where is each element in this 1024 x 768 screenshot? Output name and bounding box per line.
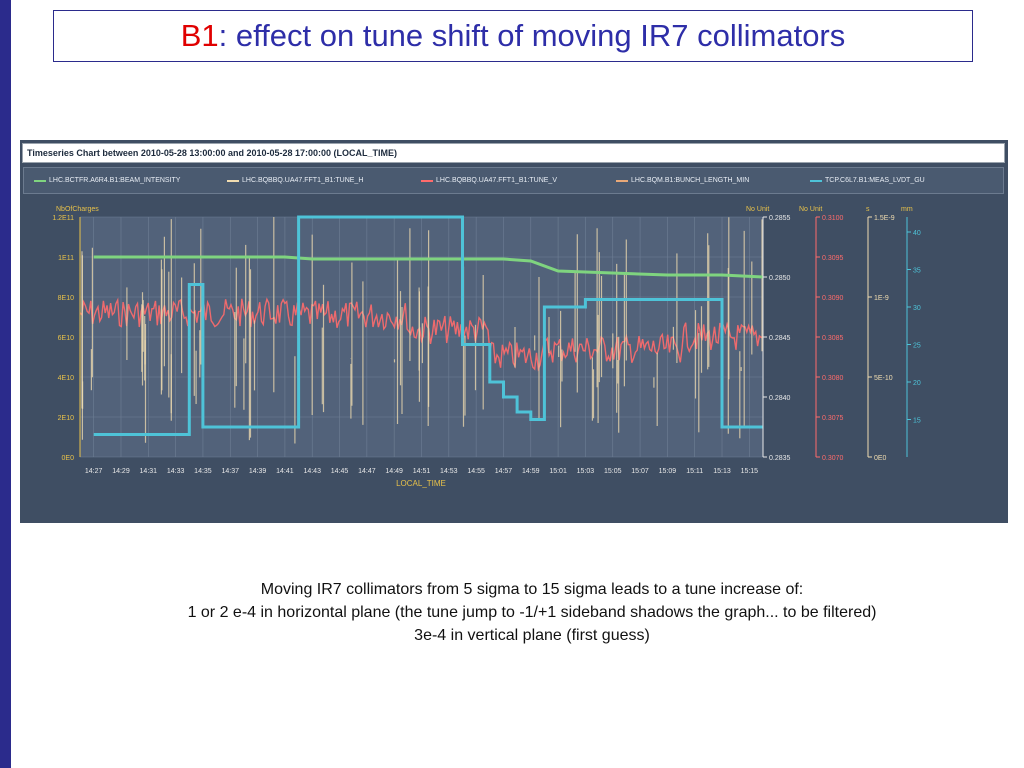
left-tick-label: 2E10 xyxy=(58,415,74,422)
legend-swatch xyxy=(810,179,822,182)
right-axis-tune-v-tick-label: 0.3085 xyxy=(822,335,844,342)
right-axis-tune-v-tick-label: 0.3070 xyxy=(822,455,844,462)
slide-caption: Moving IR7 collimators from 5 sigma to 1… xyxy=(40,578,1024,647)
x-tick-label: 14:41 xyxy=(276,468,294,475)
left-tick-label: 8E10 xyxy=(58,295,74,302)
x-tick-label: 14:49 xyxy=(385,468,403,475)
timeseries-plot[interactable]: 14:27 14:29 14:31 14:33 14:35 14:37 14:39 14:41… xyxy=(20,140,1008,523)
x-tick-label: 15:15 xyxy=(741,468,759,475)
right-axis-lvdt-tick-label: 25 xyxy=(913,343,921,350)
legend-swatch xyxy=(616,179,628,182)
series-line xyxy=(93,215,763,436)
right-axis-unit-4: mm xyxy=(901,206,913,213)
x-tick-label: 14:53 xyxy=(440,468,458,475)
right-axis-unit-1: No Unit xyxy=(746,206,769,213)
legend-item-tune-v[interactable]: LHC.BQBBQ.UA47.FFT1_B1:TUNE_V xyxy=(421,177,557,184)
right-axis-tune-v-tick-label: 0.3095 xyxy=(822,255,844,262)
x-tick-label: 14:45 xyxy=(331,468,349,475)
legend-swatch xyxy=(34,179,46,182)
x-tick-label: 15:13 xyxy=(713,468,731,475)
legend-item-bunch-length[interactable]: LHC.BQM.B1:BUNCH_LENGTH_MIN xyxy=(616,177,749,184)
x-tick-label: 14:33 xyxy=(167,468,185,475)
slide-left-accent-bar xyxy=(0,0,11,768)
left-tick-label: 1E11 xyxy=(58,255,74,262)
x-tick-label: 15:05 xyxy=(604,468,622,475)
right-axis-bunch-length-tick-label: 1E-9 xyxy=(874,295,889,302)
legend-label: LHC.BQM.B1:BUNCH_LENGTH_MIN xyxy=(631,177,750,184)
right-axis-tune-h-tick-label: 0.2855 xyxy=(769,215,791,222)
x-tick-label: 14:47 xyxy=(358,468,376,475)
x-tick-label: 15:03 xyxy=(577,468,595,475)
right-axis-tune-v-tick-label: 0.3075 xyxy=(822,415,844,422)
right-axis-bunch-length-tick-label: 5E-10 xyxy=(874,375,893,382)
legend-swatch xyxy=(421,179,433,182)
x-tick-label: 15:01 xyxy=(549,468,567,475)
left-tick-label: 0E0 xyxy=(62,455,75,462)
right-axis-lvdt-tick-label: 30 xyxy=(913,305,921,312)
x-tick-label: 15:09 xyxy=(659,468,677,475)
left-tick-label: 1.2E11 xyxy=(52,215,74,222)
x-tick-label: 14:39 xyxy=(249,468,267,475)
x-tick-label: 14:55 xyxy=(467,468,485,475)
right-axis-tune-h-tick-label: 0.2845 xyxy=(769,335,791,342)
right-axis-tune-h-tick-label: 0.2850 xyxy=(769,275,791,282)
right-axis-unit-2: No Unit xyxy=(799,206,822,213)
right-axis-lvdt-tick-label: 20 xyxy=(913,380,921,387)
left-tick-label: 6E10 xyxy=(58,335,74,342)
right-axis-bunch-length-tick-label: 1.5E-9 xyxy=(874,215,895,222)
legend-item-lvdt[interactable]: TCP.C6L7.B1:MEAS_LVDT_GU xyxy=(810,177,925,184)
plot-axes: 14:27 14:29 14:31 14:33 14:35 14:37 14:39 14:41… xyxy=(52,215,921,475)
caption-line-1: Moving IR7 collimators from 5 sigma to 1… xyxy=(260,581,804,598)
plot-series xyxy=(93,215,764,436)
x-tick-label: 14:29 xyxy=(112,468,130,475)
x-tick-label: 14:37 xyxy=(221,468,239,475)
right-axis-lvdt-tick-label: 15 xyxy=(913,418,921,425)
legend-item-beam-intensity[interactable]: LHC.BCTFR.A6R4.B1:BEAM_INTENSITY xyxy=(34,177,180,184)
slide-title: B1: effect on tune shift of moving IR7 c… xyxy=(53,10,973,62)
x-tick-label: 15:11 xyxy=(686,468,703,475)
left-axis-unit: NbOfCharges xyxy=(56,206,99,213)
x-tick-label: 14:59 xyxy=(522,468,540,475)
right-axis-tune-h-tick-label: 0.2840 xyxy=(769,395,791,402)
right-axis-tune-v-tick-label: 0.3080 xyxy=(822,375,844,382)
x-tick-label: 14:31 xyxy=(140,468,158,475)
legend-label: LHC.BQBBQ.UA47.FFT1_B1:TUNE_H xyxy=(242,177,364,184)
x-tick-label: 15:07 xyxy=(631,468,649,475)
right-axis-tune-h-tick-label: 0.2835 xyxy=(769,455,791,462)
legend-label: LHC.BCTFR.A6R4.B1:BEAM_INTENSITY xyxy=(49,177,181,184)
x-tick-label: 14:27 xyxy=(85,468,103,475)
x-tick-label: 14:43 xyxy=(303,468,321,475)
legend-label: TCP.C6L7.B1:MEAS_LVDT_GU xyxy=(825,177,925,184)
right-axis-tune-v-tick-label: 0.3090 xyxy=(822,295,844,302)
right-axis-unit-3: s xyxy=(866,206,870,213)
right-axis-tune-v-tick-label: 0.3100 xyxy=(822,215,844,222)
legend-item-tune-h[interactable]: LHC.BQBBQ.UA47.FFT1_B1:TUNE_H xyxy=(227,177,363,184)
slide-title-prefix: B1 xyxy=(180,18,219,53)
right-axis-lvdt-tick-label: 35 xyxy=(913,268,921,275)
slide-title-text: : effect on tune shift of moving IR7 col… xyxy=(218,18,846,53)
timeseries-chart-screenshot: Timeseries Chart between 2010-05-28 13:0… xyxy=(20,140,1008,523)
chart-header: Timeseries Chart between 2010-05-28 13:0… xyxy=(22,143,1005,163)
x-tick-label: 14:35 xyxy=(194,468,212,475)
right-axis-bunch-length-tick-label: 0E0 xyxy=(874,455,887,462)
left-tick-label: 4E10 xyxy=(58,375,74,382)
x-axis-label: LOCAL_TIME xyxy=(396,479,446,488)
chart-legend: LHC.BCTFR.A6R4.B1:BEAM_INTENSITY LHC.BQB… xyxy=(23,167,1004,194)
legend-label: LHC.BQBBQ.UA47.FFT1_B1:TUNE_V xyxy=(436,177,557,184)
caption-line-3: 3e-4 in vertical plane (first guess) xyxy=(414,627,650,644)
right-axis-lvdt-tick-label: 40 xyxy=(913,230,921,237)
x-tick-label: 14:51 xyxy=(413,468,431,475)
caption-line-2: 1 or 2 e-4 in horizontal plane (the tune… xyxy=(187,604,877,621)
legend-swatch xyxy=(227,179,239,182)
x-tick-label: 14:57 xyxy=(495,468,513,475)
